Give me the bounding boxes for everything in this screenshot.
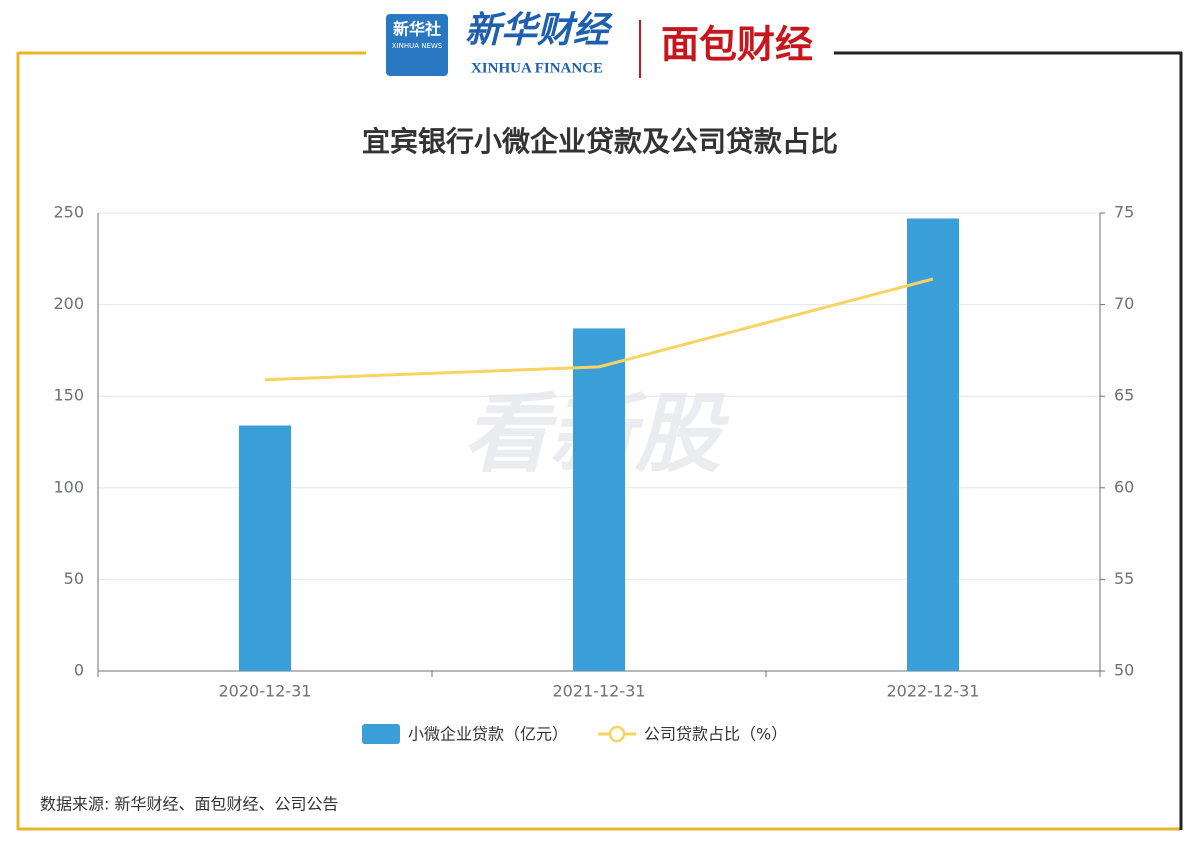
bar [907,218,959,671]
chart-title: 宜宾银行小微企业贷款及公司贷款占比 [362,125,838,158]
x-tick-label: 2022-12-31 [887,682,980,701]
logo-text: 新华社 [393,20,441,39]
y2-tick-label: 75 [1114,203,1134,222]
line [264,277,934,382]
logo-text: XINHUA FINANCE [471,60,603,76]
y-tick-label: 0 [74,661,84,680]
y-tick-label: 250 [53,203,84,222]
legend-label: 小微企业贷款（亿元） [408,725,568,744]
bar [573,328,625,671]
y2-tick-label: 60 [1114,477,1134,496]
y2-tick-label: 50 [1114,661,1134,680]
x-tick-label: 2020-12-31 [219,682,312,701]
y2-tick-label: 70 [1114,294,1134,313]
y-tick-label: 100 [53,477,84,496]
y-tick-label: 50 [64,569,84,588]
logo-text: 面包财经 [661,23,813,67]
y-tick-label: 200 [53,294,84,313]
legend-label: 公司贷款占比（%） [644,725,787,744]
y2-tick-label: 65 [1114,386,1134,405]
y-tick-label: 150 [53,386,84,405]
legend-swatch [608,725,626,743]
logo-box [386,14,448,76]
x-tick-label: 2021-12-31 [553,682,646,701]
logo-text: 新华财经 [465,9,613,51]
source-note: 数据来源: 新华财经、面包财经、公司公告 [40,795,338,814]
y2-tick-label: 55 [1114,569,1134,588]
bar [239,425,291,671]
logo-text: XINHUA NEWS [392,42,443,50]
legend-swatch [362,724,400,744]
